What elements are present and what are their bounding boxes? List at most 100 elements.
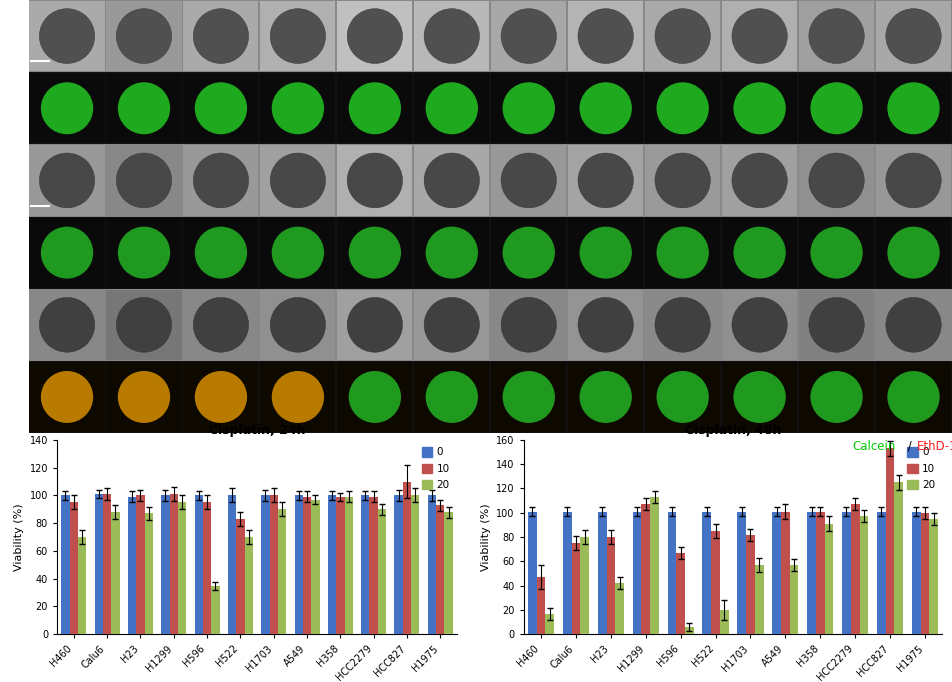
Bar xyxy=(912,512,921,634)
Bar xyxy=(598,512,606,634)
Ellipse shape xyxy=(426,83,478,134)
Bar xyxy=(107,290,182,360)
Bar xyxy=(427,495,436,634)
Ellipse shape xyxy=(655,9,710,63)
Ellipse shape xyxy=(426,371,478,423)
Ellipse shape xyxy=(271,83,324,134)
Ellipse shape xyxy=(657,226,709,279)
Ellipse shape xyxy=(116,297,171,352)
Bar xyxy=(722,361,797,432)
Bar xyxy=(128,496,136,634)
Bar xyxy=(921,513,929,634)
Bar xyxy=(194,495,203,634)
Ellipse shape xyxy=(116,153,171,208)
Bar xyxy=(245,537,253,634)
Bar xyxy=(645,218,721,288)
Bar xyxy=(685,627,694,634)
Bar xyxy=(606,537,615,634)
Bar xyxy=(29,288,952,361)
Bar xyxy=(184,1,259,72)
Legend: 0, 10, 20: 0, 10, 20 xyxy=(420,445,452,492)
Bar xyxy=(799,290,874,360)
Bar xyxy=(30,145,105,216)
Bar xyxy=(184,290,259,360)
Bar xyxy=(30,73,105,143)
Ellipse shape xyxy=(887,226,940,279)
Bar xyxy=(738,512,746,634)
Bar xyxy=(645,361,721,432)
Bar xyxy=(107,361,182,432)
Ellipse shape xyxy=(887,371,940,423)
Ellipse shape xyxy=(195,226,248,279)
Bar xyxy=(303,496,311,634)
Bar xyxy=(491,1,566,72)
Bar xyxy=(711,531,720,634)
Bar xyxy=(269,495,278,634)
Bar xyxy=(327,495,336,634)
Ellipse shape xyxy=(195,83,248,134)
Bar xyxy=(650,497,659,634)
Ellipse shape xyxy=(885,9,942,63)
Text: Calcein: Calcein xyxy=(852,440,896,453)
Bar xyxy=(876,290,951,360)
Bar xyxy=(436,505,445,634)
Ellipse shape xyxy=(810,371,863,423)
Bar xyxy=(799,73,874,143)
Ellipse shape xyxy=(578,9,633,63)
Bar xyxy=(799,218,874,288)
Bar xyxy=(29,72,952,145)
Bar xyxy=(799,361,874,432)
Text: EthD-1: EthD-1 xyxy=(917,440,952,453)
Ellipse shape xyxy=(41,226,93,279)
Bar xyxy=(568,218,644,288)
Bar xyxy=(261,495,269,634)
Bar xyxy=(781,512,790,634)
Ellipse shape xyxy=(885,153,942,208)
Bar xyxy=(260,218,335,288)
Bar xyxy=(645,73,721,143)
Bar xyxy=(491,145,566,216)
Bar xyxy=(568,290,644,360)
Bar xyxy=(336,496,345,634)
Ellipse shape xyxy=(347,153,403,208)
Ellipse shape xyxy=(193,153,248,208)
Bar xyxy=(30,1,105,72)
Bar xyxy=(378,509,387,634)
Bar xyxy=(851,504,860,634)
Bar xyxy=(491,73,566,143)
Bar xyxy=(722,218,797,288)
Ellipse shape xyxy=(501,153,557,208)
Bar xyxy=(545,614,554,634)
Ellipse shape xyxy=(501,297,557,352)
Ellipse shape xyxy=(733,83,785,134)
Bar xyxy=(824,524,833,634)
Bar xyxy=(799,1,874,72)
Bar xyxy=(528,512,537,634)
Ellipse shape xyxy=(348,83,401,134)
Ellipse shape xyxy=(39,297,95,352)
Bar xyxy=(236,519,245,634)
Bar xyxy=(581,537,589,634)
Ellipse shape xyxy=(270,297,326,352)
Bar xyxy=(667,512,676,634)
Ellipse shape xyxy=(809,297,864,352)
Ellipse shape xyxy=(657,371,709,423)
Bar xyxy=(645,1,721,72)
Ellipse shape xyxy=(578,297,633,352)
Bar xyxy=(568,145,644,216)
Bar xyxy=(722,145,797,216)
Bar xyxy=(337,361,412,432)
Ellipse shape xyxy=(885,297,942,352)
Text: /: / xyxy=(904,440,916,453)
Ellipse shape xyxy=(732,297,787,352)
Bar xyxy=(260,361,335,432)
Ellipse shape xyxy=(809,9,864,63)
Bar xyxy=(337,218,412,288)
Ellipse shape xyxy=(39,9,95,63)
Bar xyxy=(414,73,489,143)
Bar xyxy=(676,553,685,634)
Ellipse shape xyxy=(347,297,403,352)
Bar xyxy=(184,218,259,288)
Bar xyxy=(843,512,851,634)
Bar xyxy=(111,512,120,634)
